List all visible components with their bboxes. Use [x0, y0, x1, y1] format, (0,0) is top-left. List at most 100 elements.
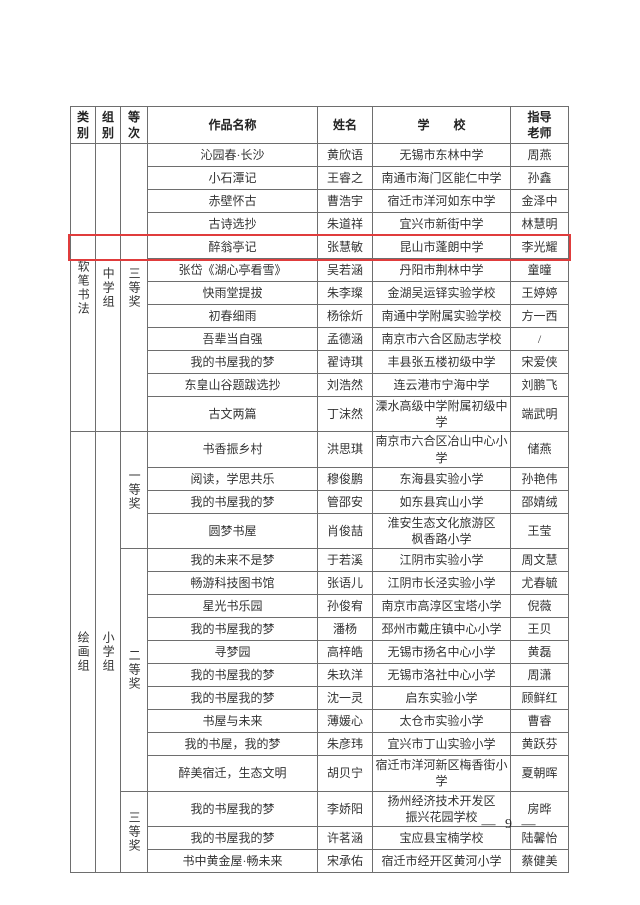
teacher-cell: 黄跃芬 — [510, 732, 569, 757]
work-title-cell: 古文两篇 — [147, 395, 318, 433]
header-group: 组 别 — [95, 106, 121, 144]
student-name-cell: 潘杨 — [317, 617, 373, 642]
table-row: 圆梦书屋 肖俊喆 淮安生态文化旅游区 枫香路小学 王莹 — [71, 512, 569, 550]
category-cell: 软笔书法 — [70, 142, 96, 433]
work-title-cell: 张岱《湖心亭看雪》 — [147, 258, 318, 282]
group-cell: 小学组 — [95, 431, 121, 873]
header-name: 姓名 — [317, 106, 373, 144]
student-name-cell: 张语儿 — [317, 571, 373, 596]
table-row: 快雨堂提拔 朱李璨 金湖吴运铎实验学校 王婷婷 — [71, 281, 569, 305]
teacher-cell: 房晔 — [510, 790, 569, 827]
school-cell: 宿迁市洋河如东中学 — [372, 189, 511, 213]
student-name-cell: 许茗涵 — [317, 825, 373, 850]
teacher-cell: / — [510, 327, 569, 351]
header-title: 作品名称 — [147, 106, 318, 144]
school-cell: 无锡市扬名中心小学 — [372, 640, 511, 665]
rank-cell: 二等奖 — [120, 548, 148, 792]
teacher-cell: 周潇 — [510, 663, 569, 688]
teacher-cell: 孙鑫 — [510, 166, 569, 190]
school-cell: 宝应县宝楠学校 — [372, 825, 511, 850]
table-row: 软笔书法 中学组 三等奖 沁园春·长沙 黄欣语 无锡市东林中学 周燕 — [70, 142, 569, 433]
student-name-cell: 薄媛心 — [317, 709, 373, 734]
work-title-cell: 古诗选抄 — [147, 212, 318, 236]
teacher-cell: 倪薇 — [510, 594, 569, 619]
table-row: 三等奖 我的书屋我的梦 李娇阳 扬州经济技术开发区 振兴花园学校 房晔 — [71, 790, 569, 873]
student-name-cell: 朱李璨 — [317, 281, 373, 305]
student-name-cell: 穆俊鹏 — [317, 466, 373, 491]
school-cell: 丰县张五楼初级中学 — [372, 350, 511, 374]
student-name-cell: 管邵安 — [317, 489, 373, 514]
work-title-cell: 我的书屋我的梦 — [147, 489, 318, 514]
table-row: 吾辈当自强 孟德涵 南京市六合区励志学校 / — [71, 327, 569, 351]
work-title-cell: 沁园春·长沙 — [147, 143, 318, 167]
school-cell: 扬州经济技术开发区 振兴花园学校 — [372, 790, 511, 827]
table-row: 二等奖 我的未来不是梦 于若溪 江阴市实验小学 周文慧 — [71, 548, 569, 792]
work-title-cell: 醉美宿迁，生态文明 — [147, 755, 318, 792]
teacher-cell: 王莹 — [510, 512, 569, 550]
school-cell: 南京市高淳区宝塔小学 — [372, 594, 511, 619]
teacher-cell: 孙艳伟 — [510, 466, 569, 491]
work-title-cell: 我的书屋我的梦 — [147, 825, 318, 850]
teacher-cell: 黄磊 — [510, 640, 569, 665]
work-title-cell: 书屋与未来 — [147, 709, 318, 734]
student-name-cell: 于若溪 — [317, 548, 373, 573]
student-name-cell: 丁沫然 — [317, 395, 373, 433]
teacher-cell: 周燕 — [510, 143, 569, 167]
table-row: 书中黄金屋·畅未来 宋承佑 宿迁市经开区黄河小学 蔡健美 — [71, 848, 569, 873]
table-row: 古文两篇 丁沫然 溧水高级中学附属初级中学 端武明 — [71, 395, 569, 433]
header-school: 学 校 — [372, 106, 511, 144]
table-body: 软笔书法 中学组 三等奖 沁园春·长沙 黄欣语 无锡市东林中学 周燕 小石潭记 王睿之 南通市海门… — [70, 142, 569, 873]
work-title-cell: 书中黄金屋·畅未来 — [147, 848, 318, 873]
teacher-cell: 端武明 — [510, 395, 569, 433]
group-cell: 中学组 — [95, 142, 121, 433]
school-cell: 江阴市实验小学 — [372, 548, 511, 573]
teacher-cell: 储燕 — [510, 431, 569, 468]
work-title-cell: 阅读，学思共乐 — [147, 466, 318, 491]
header-row: 类 别 组 别 等 次 作品名称 姓名 学 校 指导 老师 — [70, 106, 569, 144]
work-title-cell: 我的书屋我的梦 — [147, 350, 318, 374]
school-cell: 无锡市洛社中心小学 — [372, 663, 511, 688]
category-cell: 绘画组 — [70, 431, 96, 873]
school-cell: 丹阳市荆林中学 — [372, 258, 511, 282]
school-cell: 昆山市蓬朗中学 — [372, 235, 511, 259]
school-cell: 宜兴市丁山实验小学 — [372, 732, 511, 757]
student-name-cell: 朱彦玮 — [317, 732, 373, 757]
table-row: 赤壁怀古 曹浩宇 宿迁市洋河如东中学 金泽中 — [71, 189, 569, 213]
work-title-cell: 初春细雨 — [147, 304, 318, 328]
school-cell: 南京市六合区冶山中心小学 — [372, 431, 511, 468]
table-row: 醉翁亭记 张慧敏 昆山市蓬朗中学 李光耀 — [71, 235, 569, 259]
rank-cell: 三等奖 — [120, 790, 148, 873]
awards-table: 类 别 组 别 等 次 作品名称 姓名 学 校 指导 老师 软笔书法 中学组 三等奖… — [70, 106, 569, 873]
teacher-cell: 李光耀 — [510, 235, 569, 259]
school-cell: 东海县实验小学 — [372, 466, 511, 491]
work-title-cell: 我的书屋我的梦 — [147, 686, 318, 711]
teacher-cell: 尤春毓 — [510, 571, 569, 596]
table-row: 小石潭记 王睿之 南通市海门区能仁中学 孙鑫 — [71, 166, 569, 190]
teacher-cell: 曹睿 — [510, 709, 569, 734]
school-cell: 无锡市东林中学 — [372, 143, 511, 167]
school-cell: 南通市海门区能仁中学 — [372, 166, 511, 190]
table-row: 星光书乐园 孙俊宥 南京市高淳区宝塔小学 倪薇 — [71, 594, 569, 619]
work-title-cell: 圆梦书屋 — [147, 512, 318, 550]
work-title-cell: 我的书屋我的梦 — [147, 663, 318, 688]
table-row: 我的书屋我的梦 管邵安 如东县宾山小学 邵婧绒 — [71, 489, 569, 514]
work-title-cell: 我的未来不是梦 — [147, 548, 318, 573]
student-name-cell: 黄欣语 — [317, 143, 373, 167]
work-title-cell: 我的书屋我的梦 — [147, 617, 318, 642]
teacher-cell: 夏朝晖 — [510, 755, 569, 792]
work-title-cell: 我的书屋，我的梦 — [147, 732, 318, 757]
table-row: 我的书屋我的梦 沈一灵 启东实验小学 顾鲜红 — [71, 686, 569, 711]
student-name-cell: 肖俊喆 — [317, 512, 373, 550]
teacher-cell: 周文慧 — [510, 548, 569, 573]
school-cell: 如东县宾山小学 — [372, 489, 511, 514]
work-title-cell: 寻梦园 — [147, 640, 318, 665]
school-cell: 连云港市宁海中学 — [372, 373, 511, 397]
table-row: 我的书屋我的梦 许茗涵 宝应县宝楠学校 陆馨怡 — [71, 825, 569, 850]
table-row: 古诗选抄 朱道祥 宜兴市新街中学 林慧明 — [71, 212, 569, 236]
student-name-cell: 吴若涵 — [317, 258, 373, 282]
header-category: 类 别 — [70, 106, 96, 144]
work-title-cell: 快雨堂提拔 — [147, 281, 318, 305]
teacher-cell: 方一西 — [510, 304, 569, 328]
teacher-cell: 顾鲜红 — [510, 686, 569, 711]
